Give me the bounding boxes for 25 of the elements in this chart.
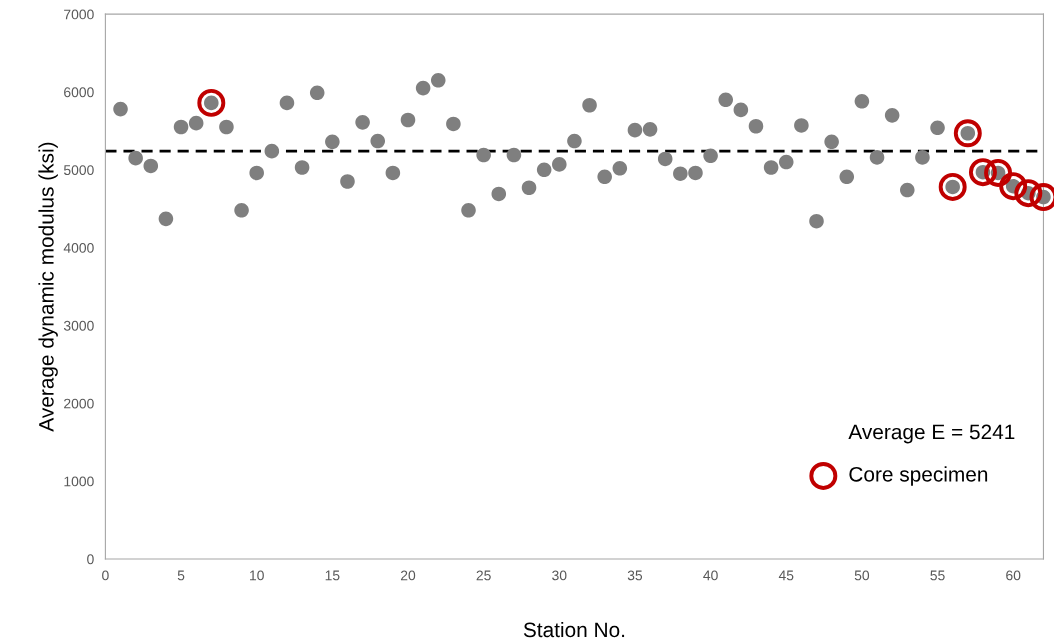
y-tick-label: 0 (87, 554, 94, 565)
x-tick-label: 45 (778, 570, 794, 581)
y-tick-label: 6000 (64, 87, 94, 98)
x-tick-label: 50 (854, 570, 870, 581)
y-tick-label: 5000 (63, 165, 94, 175)
y-tick-label: 4000 (63, 243, 94, 253)
ref-line-label: Average E = 5241 (848, 424, 1015, 444)
y-tick-label: 2000 (64, 398, 94, 409)
x-tick-label: 5 (177, 570, 185, 581)
x-tick-label: 0 (102, 570, 109, 581)
x-tick-label: 60 (1006, 570, 1021, 581)
legend-label: Core specimen (849, 466, 988, 486)
y-tick-label: 1000 (64, 476, 94, 487)
x-tick-label: 10 (250, 570, 264, 581)
x-tick-label: 25 (476, 570, 491, 581)
x-axis-title: Station No. (523, 621, 625, 638)
x-tick-label: 15 (325, 570, 340, 581)
x-tick-label: 20 (400, 570, 416, 581)
y-axis-title: Average dynamic modulus (ksi) (38, 142, 58, 432)
x-tick-label: 40 (703, 570, 718, 581)
y-tick-label: 3000 (63, 320, 94, 331)
x-tick-label: 55 (930, 570, 945, 581)
y-tick-label: 7000 (64, 9, 94, 20)
x-tick-label: 35 (627, 570, 643, 581)
x-tick-label: 30 (552, 570, 567, 581)
